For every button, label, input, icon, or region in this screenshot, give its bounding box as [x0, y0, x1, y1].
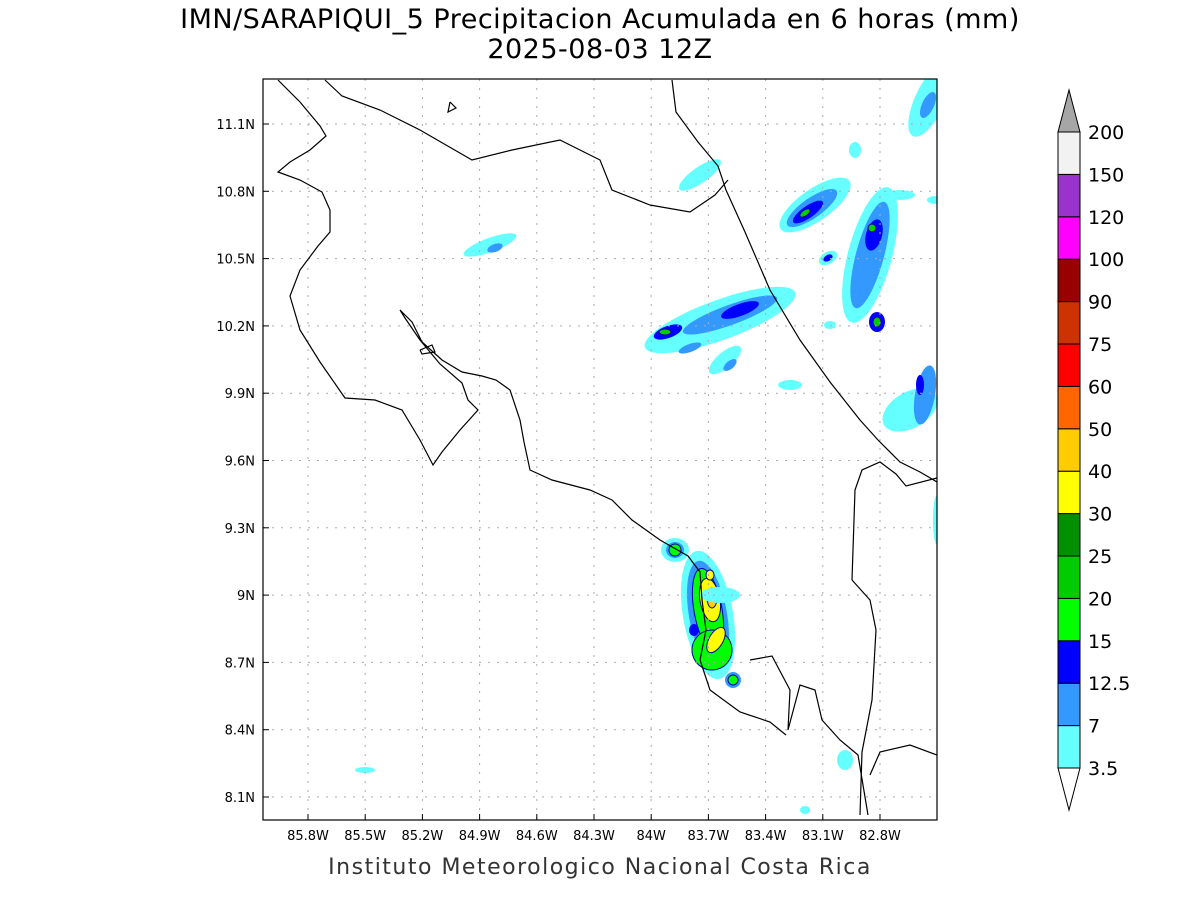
coastline: [671, 79, 937, 483]
precip-area: [919, 92, 937, 118]
lon-tick-label: 82.8W: [859, 829, 901, 844]
footer-credit: Instituto Meteorologico Nacional Costa R…: [328, 855, 872, 880]
lat-tick-label: 8.4N: [225, 724, 255, 739]
colorbar-label: 200: [1088, 122, 1124, 144]
colorbar-under-arrow: [1057, 767, 1081, 812]
map-layer: [263, 79, 937, 820]
colorbar-swatch: [1057, 513, 1081, 557]
lat-tick-label: 9.3N: [225, 522, 255, 537]
precip-area: [867, 223, 877, 233]
precip-area: [463, 233, 517, 257]
coastline: [324, 79, 729, 213]
precip-area: [355, 767, 375, 773]
colorbar-label: 12.5: [1088, 673, 1130, 695]
colorbar-swatch: [1057, 470, 1081, 515]
precip-area: [487, 243, 503, 253]
precip-area: [849, 142, 861, 158]
precip-area: [723, 359, 737, 371]
precip-area: [705, 569, 715, 581]
lon-tick-label: 83.4W: [745, 829, 787, 844]
map-frame: [262, 78, 938, 821]
colorbar-swatch: [1057, 216, 1081, 260]
lat-tick-label: 8.1N: [225, 791, 255, 806]
lat-tick-label: 8.7N: [225, 656, 255, 671]
colorbar-label: 40: [1088, 461, 1112, 483]
lat-tick-label: 10.2N: [216, 320, 255, 335]
lon-tick-label: 84.6W: [516, 829, 558, 844]
colorbar-over-arrow: [1057, 88, 1081, 133]
precip-area: [706, 626, 726, 654]
precip-area: [927, 196, 937, 204]
lon-tick-label: 85.5W: [344, 829, 386, 844]
colorbar-swatch: [1057, 428, 1081, 472]
precip-area: [823, 254, 833, 262]
colorbar-label: 60: [1088, 376, 1112, 398]
colorbar-label: 150: [1088, 164, 1124, 186]
colorbar-swatch: [1057, 597, 1081, 642]
precip-area: [837, 750, 853, 770]
colorbar-label: 7: [1088, 716, 1100, 738]
colorbar-swatch: [1057, 555, 1081, 599]
coastline: [276, 79, 787, 736]
colorbar-label: 120: [1088, 207, 1124, 229]
colorbar-swatch: [1057, 173, 1081, 218]
colorbar-swatch: [1057, 131, 1081, 175]
lat-tick-label: 9.9N: [225, 387, 255, 402]
colorbar-label: 90: [1088, 292, 1112, 314]
precip-area: [916, 375, 924, 395]
colorbar-swatch: [1057, 725, 1081, 769]
lat-tick-label: 11.1N: [216, 118, 255, 133]
lon-tick-label: 84.9W: [459, 829, 501, 844]
colorbar-label: 30: [1088, 504, 1112, 526]
precip-area: [885, 190, 915, 200]
colorbar-swatch: [1057, 258, 1081, 303]
precip-area: [658, 328, 672, 336]
lon-tick-label: 83.7W: [687, 829, 729, 844]
precip-area: [872, 316, 882, 328]
lon-tick-label: 85.8W: [287, 829, 329, 844]
precip-area: [800, 806, 810, 814]
coastline: [851, 461, 937, 581]
colorbar-label: 15: [1088, 631, 1112, 653]
precip-area: [679, 159, 721, 191]
colorbar-swatch: [1057, 682, 1081, 727]
precip-area: [778, 380, 802, 390]
coastline: [869, 744, 937, 776]
precip-area: [700, 587, 740, 603]
colorbar-swatch: [1057, 385, 1081, 430]
lat-tick-label: 9N: [237, 589, 255, 604]
map-subtitle: 2025-08-03 12Z: [487, 34, 713, 65]
colorbar-swatch: [1057, 301, 1081, 345]
colorbar-label: 75: [1088, 334, 1112, 356]
precip-area: [708, 345, 742, 375]
colorbar-label: 20: [1088, 588, 1112, 610]
lon-tick-label: 85.2W: [401, 829, 443, 844]
coastline: [749, 655, 869, 816]
colorbar-label: 3.5: [1088, 758, 1118, 780]
lat-tick-label: 10.8N: [216, 185, 255, 200]
coastline: [419, 344, 436, 355]
coastline: [851, 579, 877, 816]
precip-area: [689, 624, 699, 636]
lon-tick-label: 83.1W: [802, 829, 844, 844]
precip-area: [721, 301, 759, 319]
colorbar-label: 100: [1088, 249, 1124, 271]
colorbar-label: 25: [1088, 546, 1112, 568]
coastline: [447, 101, 458, 114]
precip-area: [678, 342, 702, 354]
colorbar-swatch: [1057, 343, 1081, 387]
lat-tick-label: 10.5N: [216, 253, 255, 268]
precip-area: [933, 495, 937, 545]
precip-area: [799, 208, 811, 218]
lon-tick-label: 84.3W: [573, 829, 615, 844]
map-title: IMN/SARAPIQUI_5 Precipitacion Acumulada …: [180, 4, 1020, 35]
precip-area: [727, 674, 739, 686]
lat-tick-label: 9.6N: [225, 455, 255, 470]
lon-tick-label: 84W: [636, 829, 666, 844]
colorbar-swatch: [1057, 640, 1081, 684]
precip-area: [824, 321, 836, 329]
colorbar-label: 50: [1088, 419, 1112, 441]
